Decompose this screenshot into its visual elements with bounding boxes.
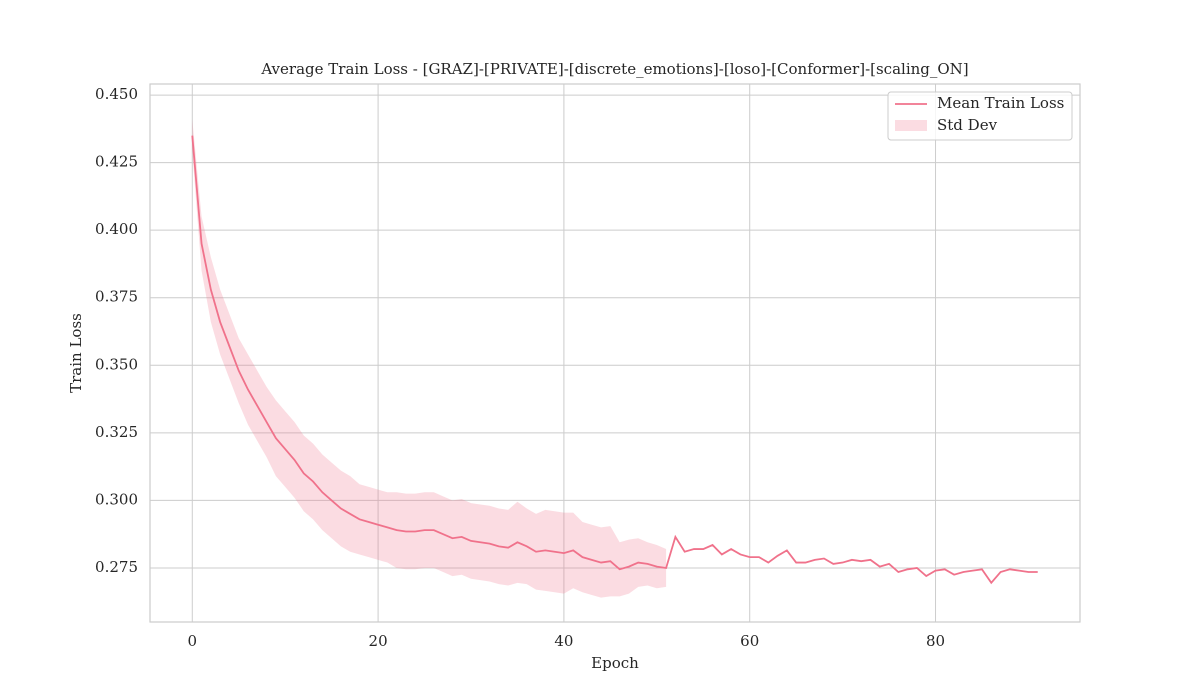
x-tick-label: 40 xyxy=(554,632,573,650)
legend-band-swatch xyxy=(895,120,927,131)
y-tick-label: 0.275 xyxy=(95,558,138,576)
y-tick-label: 0.375 xyxy=(95,288,138,306)
x-tick-label: 20 xyxy=(369,632,388,650)
legend-box xyxy=(887,91,1073,141)
y-tick-label: 0.300 xyxy=(95,490,138,508)
x-tick-label: 0 xyxy=(187,632,197,650)
std-band xyxy=(192,119,667,598)
x-tick-label: 80 xyxy=(926,632,945,650)
mean-line xyxy=(191,135,1038,585)
legend-label: Std Dev xyxy=(937,116,998,134)
y-axis-label: Train Loss xyxy=(67,313,85,393)
plot-frame xyxy=(149,83,1081,623)
x-axis-label: Epoch xyxy=(591,654,639,672)
y-tick-label: 0.400 xyxy=(95,220,138,238)
y-tick-label: 0.425 xyxy=(95,153,138,171)
legend-label: Mean Train Loss xyxy=(937,94,1064,112)
x-tick-label: 60 xyxy=(740,632,759,650)
y-tick-label: 0.350 xyxy=(95,355,138,373)
chart-title: Average Train Loss - [GRAZ]-[PRIVATE]-[d… xyxy=(260,60,968,78)
y-tick-label: 0.325 xyxy=(95,423,138,441)
y-tick-label: 0.450 xyxy=(95,85,138,103)
